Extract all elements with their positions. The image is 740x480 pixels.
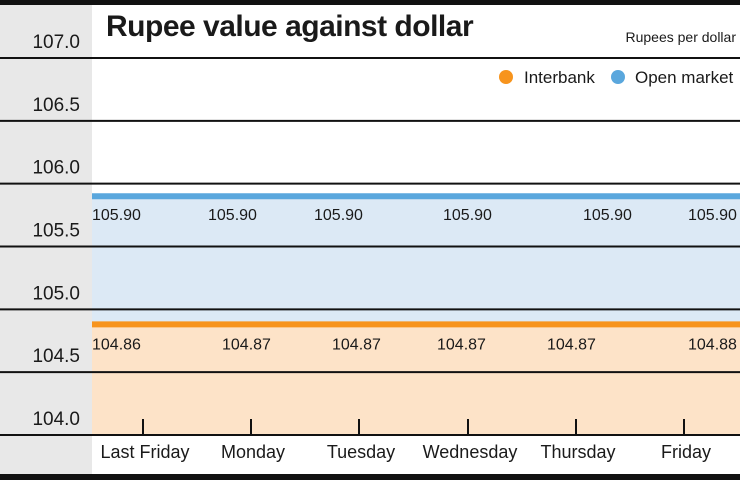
legend-label-open-market: Open market [635,68,734,87]
data-label-interbank: 104.87 [437,336,486,353]
data-label-open-market: 105.90 [443,207,492,224]
unit-label: Rupees per dollar [625,29,736,45]
y-tick-label: 105.0 [32,283,80,304]
data-label-interbank: 104.87 [547,336,596,353]
y-tick-label: 104.5 [32,346,80,367]
gridlines [0,57,740,436]
y-tick-label: 105.5 [32,221,80,242]
data-label-interbank: 104.87 [222,336,271,353]
bottom-border [0,474,740,480]
y-tick-label: 106.5 [32,95,80,116]
x-tick-label: Wednesday [423,442,518,462]
y-axis-panel [0,0,92,480]
data-label-open-market: 105.90 [208,207,257,224]
series-areas [92,196,740,435]
legend-label-interbank: Interbank [524,68,595,87]
x-tick-label: Last Friday [100,442,189,462]
x-tick-label: Monday [221,442,285,462]
y-tick-label: 104.0 [32,409,80,430]
data-label-interbank: 104.87 [332,336,381,353]
top-border [0,0,740,5]
x-tick-label: Friday [661,442,711,462]
data-label-interbank: 104.86 [92,336,141,353]
series-lines [92,193,740,328]
data-label-open-market: 105.90 [92,207,141,224]
data-label-open-market: 105.90 [688,207,737,224]
x-axis-ticks [142,419,685,435]
y-tick-label: 106.0 [32,158,80,179]
data-label-interbank: 104.88 [688,336,737,353]
x-tick-label: Tuesday [327,442,395,462]
x-tick-label: Thursday [540,442,615,462]
labels: 107.0 106.5 106.0 105.5 105.0 104.5 104.0 104.8… [32,32,737,462]
area-open-market [92,196,740,325]
legend: Interbank Open market [499,68,734,87]
data-label-open-market: 105.90 [314,207,363,224]
legend-swatch-open-market [611,70,625,84]
legend-swatch-interbank [499,70,513,84]
y-tick-label: 107.0 [32,32,80,53]
chart-title: Rupee value against dollar [106,10,474,43]
area-interbank [92,324,740,435]
data-label-open-market: 105.90 [583,207,632,224]
